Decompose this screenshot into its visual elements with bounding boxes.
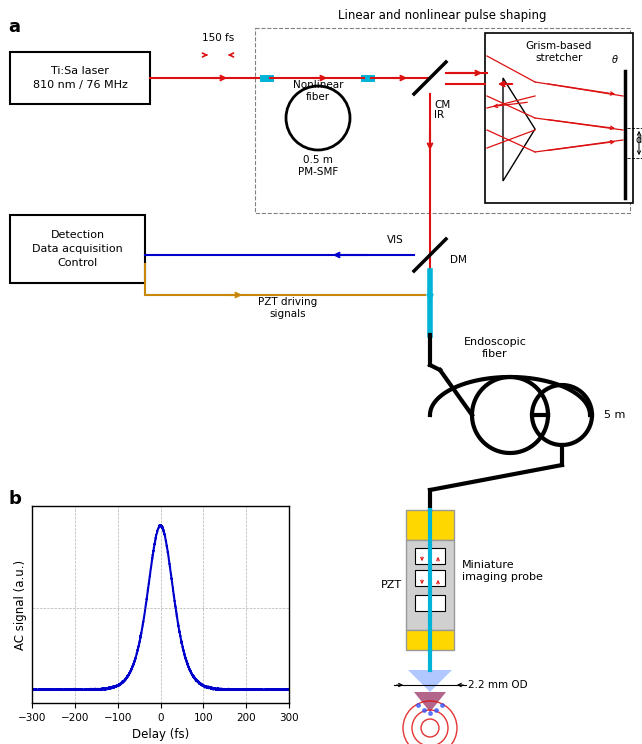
Text: PZT: PZT bbox=[381, 580, 402, 590]
Text: 150 fs: 150 fs bbox=[202, 33, 234, 43]
Bar bbox=[406, 540, 454, 630]
Text: CM: CM bbox=[434, 100, 450, 110]
Y-axis label: AC signal (a.u.): AC signal (a.u.) bbox=[13, 559, 26, 650]
X-axis label: Delay (fs): Delay (fs) bbox=[132, 728, 189, 741]
Text: 5 m: 5 m bbox=[604, 410, 625, 420]
Text: Ti:Sa laser
810 nm / 76 MHz: Ti:Sa laser 810 nm / 76 MHz bbox=[33, 66, 128, 90]
Text: d: d bbox=[635, 135, 641, 145]
Text: $\theta$: $\theta$ bbox=[611, 53, 619, 65]
Bar bbox=[406, 510, 454, 540]
Bar bbox=[406, 630, 454, 650]
Text: VIS: VIS bbox=[387, 235, 404, 245]
Text: Grism-based
stretcher: Grism-based stretcher bbox=[526, 41, 592, 63]
Bar bbox=[415, 548, 445, 564]
Text: PZT driving
signals: PZT driving signals bbox=[258, 297, 317, 319]
Text: DM: DM bbox=[450, 255, 467, 265]
Text: Nonlinear
fiber: Nonlinear fiber bbox=[293, 80, 343, 103]
Text: Endoscopic
fiber: Endoscopic fiber bbox=[464, 336, 526, 359]
Text: Linear and nonlinear pulse shaping: Linear and nonlinear pulse shaping bbox=[338, 9, 547, 22]
Bar bbox=[255, 28, 630, 213]
Bar bbox=[10, 215, 145, 283]
Polygon shape bbox=[414, 692, 446, 712]
Text: Miniature
imaging probe: Miniature imaging probe bbox=[462, 560, 543, 583]
Bar bbox=[415, 595, 445, 611]
Polygon shape bbox=[408, 670, 452, 692]
Text: a: a bbox=[8, 18, 20, 36]
Polygon shape bbox=[503, 78, 535, 181]
Text: 2.2 mm OD: 2.2 mm OD bbox=[468, 680, 528, 690]
Text: b: b bbox=[8, 490, 21, 508]
Text: Detection
Data acquisition
Control: Detection Data acquisition Control bbox=[32, 230, 123, 268]
Text: 0.5 m
PM-SMF: 0.5 m PM-SMF bbox=[298, 155, 338, 177]
Bar bbox=[10, 52, 150, 104]
Text: IR: IR bbox=[434, 110, 444, 120]
Bar bbox=[485, 33, 633, 203]
Bar bbox=[415, 570, 445, 586]
